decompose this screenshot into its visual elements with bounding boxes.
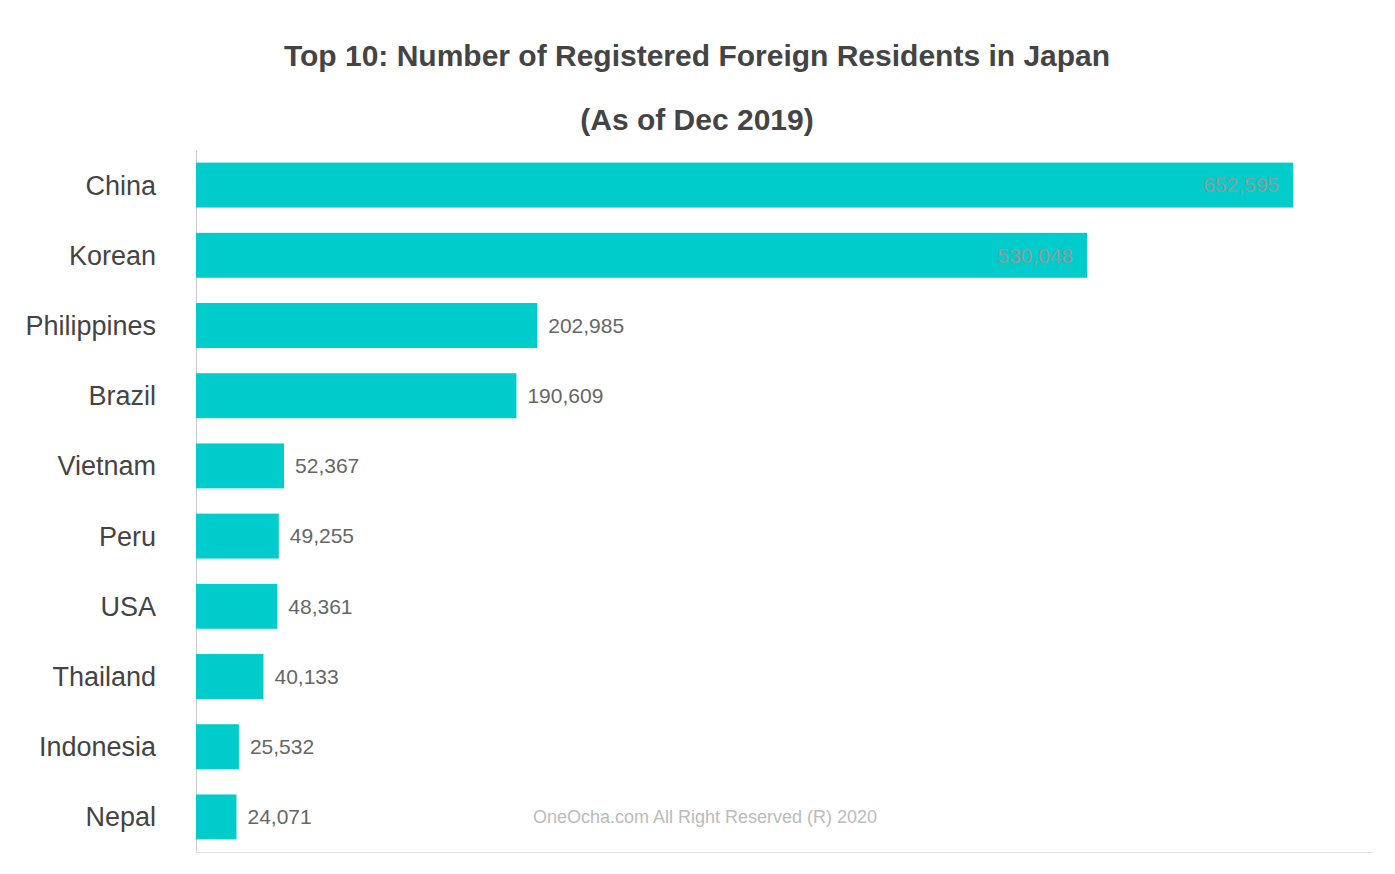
data-label: 49,255 (290, 524, 354, 547)
y-tick: Indonesia (39, 732, 157, 762)
y-tick: Thailand (52, 662, 156, 692)
y-tick: USA (100, 592, 156, 622)
data-label: 48,361 (288, 595, 352, 618)
y-tick-label: USA (100, 592, 156, 622)
data-label: 24,071 (247, 805, 311, 828)
y-tick-label: Brazil (88, 381, 156, 411)
data-label: 652,595 (1203, 173, 1279, 196)
y-tick-label: Peru (99, 522, 156, 552)
bar (196, 654, 263, 699)
bar (196, 233, 1087, 278)
x-axis (197, 852, 1374, 853)
y-tick: Nepal (85, 802, 156, 832)
x-axis-line (197, 852, 1374, 853)
data-labels: 652,595 530,048 202,985 190,609 52,367 49,255… (247, 173, 1279, 828)
bars (196, 163, 1293, 840)
y-tick: Philippines (25, 311, 156, 341)
y-tick-label: Nepal (85, 802, 156, 832)
bar (196, 584, 277, 629)
y-tick-label: Korean (69, 241, 156, 271)
data-label: 40,133 (274, 665, 338, 688)
data-label: 25,532 (250, 735, 314, 758)
bar (196, 163, 1293, 208)
bar (196, 514, 279, 559)
bar (196, 724, 239, 769)
chart-title: Top 10: Number of Registered Foreign Res… (284, 39, 1110, 72)
data-label: 52,367 (295, 454, 359, 477)
y-tick-label: Vietnam (57, 451, 156, 481)
bar (196, 443, 284, 488)
y-tick: China (85, 171, 157, 201)
y-tick-label: Thailand (52, 662, 156, 692)
data-label: 190,609 (527, 384, 603, 407)
watermark: OneOcha.com All Right Reserved (R) 2020 (533, 807, 877, 827)
y-tick: Vietnam (57, 451, 156, 481)
y-tick-label: China (85, 171, 157, 201)
data-label: 530,048 (997, 244, 1073, 267)
chart: Top 10: Number of Registered Foreign Res… (0, 0, 1395, 874)
y-tick-label: Indonesia (39, 732, 157, 762)
data-label: 202,985 (548, 314, 624, 337)
y-axis: China Korean Philippines Brazil Vietnam Peru U… (25, 151, 196, 853)
bar (196, 303, 537, 348)
y-tick: Korean (69, 241, 156, 271)
bar (196, 794, 236, 839)
y-tick-label: Philippines (25, 311, 156, 341)
chart-subtitle: (As of Dec 2019) (580, 103, 813, 136)
y-tick: Brazil (88, 381, 156, 411)
y-tick: Peru (99, 522, 156, 552)
bar (196, 373, 516, 418)
